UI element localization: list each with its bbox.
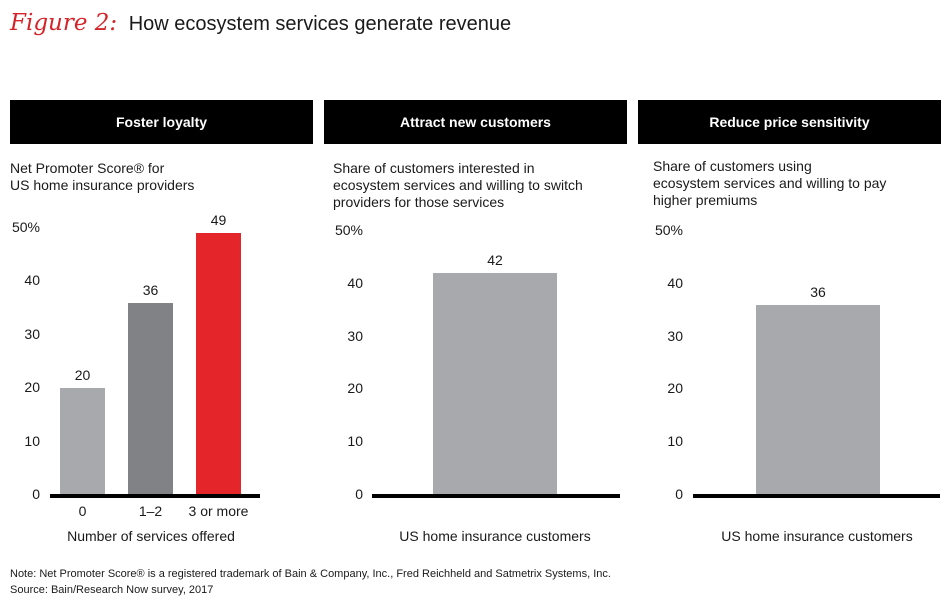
chart-1-y-tick-label: 40: [24, 272, 40, 289]
chart-3-bar: [756, 304, 880, 495]
chart-1-bar-value-label: 20: [74, 367, 91, 384]
chart-2-x-axis: [372, 494, 620, 498]
chart-1-subtitle: Net Promoter Score® for US home insuranc…: [10, 160, 195, 193]
chart-1-y-tick-label: 50%: [11, 219, 40, 235]
chart-2-y-tick-label: 50%: [334, 222, 363, 238]
chart-3-y-tick-label: 50%: [654, 222, 683, 238]
chart-2-y-tick-label: 30: [347, 327, 363, 344]
chart-2-y-tick-label: 20: [347, 380, 363, 397]
chart-2-bar: [433, 273, 557, 495]
chart-3-y-tick-label: 10: [667, 433, 683, 450]
chart-1-y-tick-label: 0: [32, 486, 40, 502]
chart-1-x-axis-label: Number of services offered: [67, 528, 235, 544]
figure-heading: How ecosystem services generate revenue: [128, 13, 512, 35]
figure-label: Figure 2:: [10, 10, 118, 36]
chart-2-y-tick-label: 10: [347, 433, 363, 450]
chart-1-x-axis: [50, 494, 260, 498]
chart-3-header: Reduce price sensitivity: [638, 100, 941, 144]
chart-1-bar-value-label: 49: [210, 212, 227, 229]
chart-2-x-axis-label: US home insurance customers: [399, 528, 591, 544]
chart-3-y-tick-label: 20: [667, 380, 683, 397]
figure-title: Figure 2: How ecosystem services generat…: [10, 10, 511, 36]
chart-2-bar-value-label: 42: [487, 252, 503, 269]
chart-1-y-tick-label: 20: [24, 379, 40, 396]
chart-1-y-tick-label: 30: [24, 325, 40, 342]
chart-3-subtitle: Share of customers using ecosystem servi…: [653, 158, 887, 208]
chart-3-bar-value-label: 36: [810, 283, 826, 300]
chart-1-category-label: 1–2: [138, 503, 163, 519]
chart-3-y-tick-label: 40: [667, 274, 683, 291]
chart-1-bar: [128, 302, 173, 495]
chart-3-x-axis: [693, 494, 940, 498]
chart-2-header: Attract new customers: [324, 100, 627, 144]
chart-1-bar: [196, 233, 241, 495]
chart-1-category-label: 3 or more: [188, 503, 249, 519]
chart-1-y-tick-label: 10: [24, 432, 40, 449]
chart-1-category-label: 0: [78, 503, 87, 519]
chart-3-x-axis-label: US home insurance customers: [721, 528, 913, 544]
chart-2-subtitle: Share of customers interested in ecosyst…: [333, 160, 583, 210]
chart-2-y-tick-label: 0: [355, 486, 363, 502]
footnote-source: Source: Bain/Research Now survey, 2017: [10, 584, 214, 596]
footnote-note: Note: Net Promoter Score® is a registere…: [10, 568, 611, 580]
chart-3-y-tick-label: 30: [667, 327, 683, 344]
chart-1-bar-value-label: 36: [142, 281, 159, 298]
chart-2-y-tick-label: 40: [347, 274, 363, 291]
chart-1-bar: [60, 388, 105, 495]
chart-1-header: Foster loyalty: [10, 100, 313, 144]
chart-3-y-tick-label: 0: [675, 486, 683, 502]
